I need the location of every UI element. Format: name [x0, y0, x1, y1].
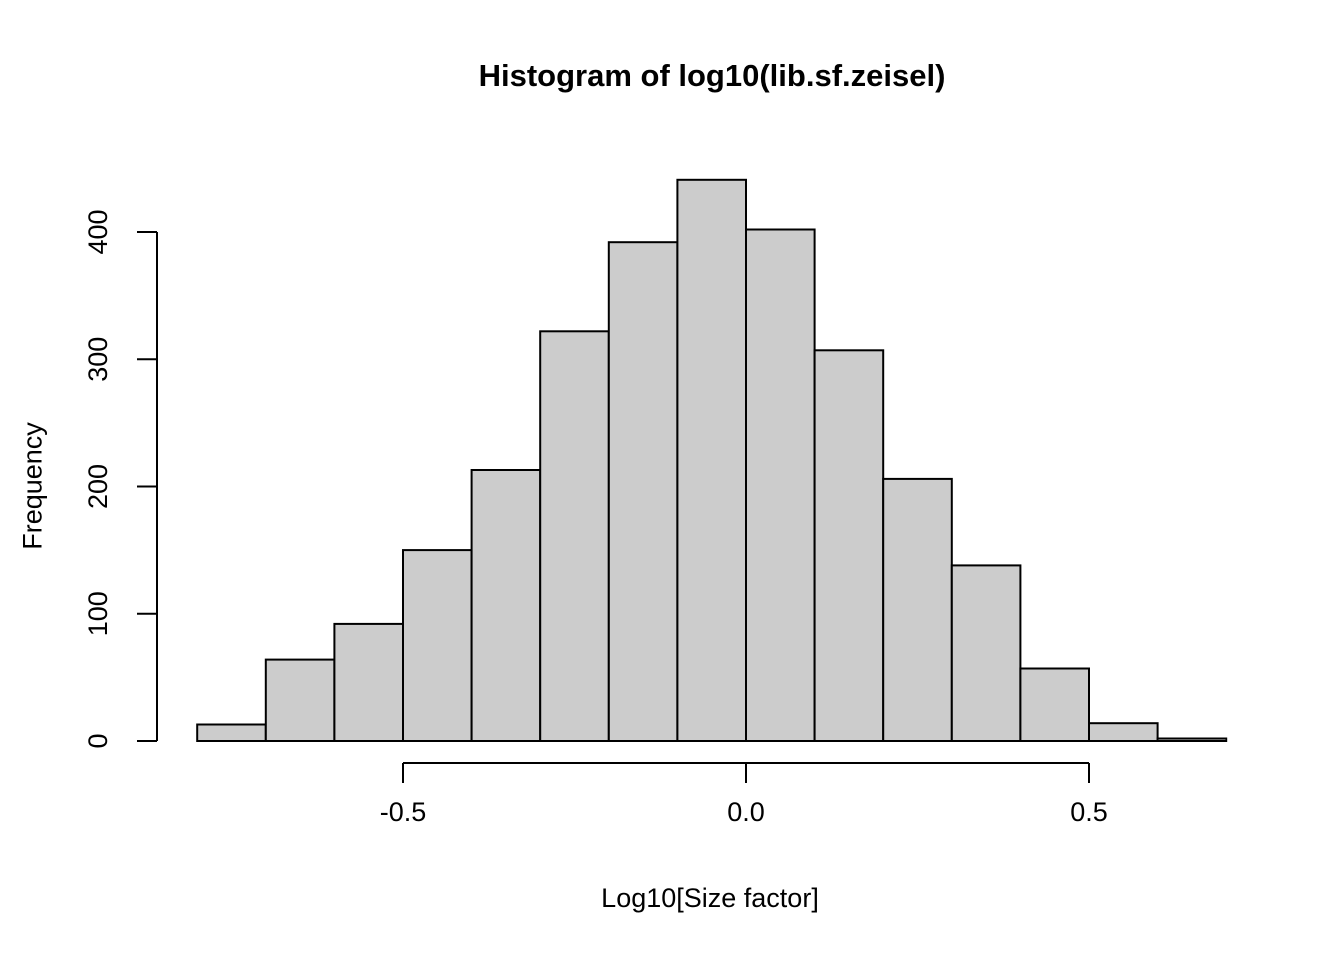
x-axis-label: Log10[Size factor] — [601, 883, 819, 913]
histogram-bar — [1019, 667, 1091, 742]
histogram-bar — [607, 241, 679, 742]
histogram-bar — [470, 469, 542, 742]
x-tick-label: 0.0 — [727, 797, 765, 827]
histogram-bar — [264, 658, 336, 742]
histogram-bar — [950, 564, 1022, 743]
histogram-bar — [745, 228, 816, 742]
y-tick-label: 100 — [83, 591, 113, 636]
y-tick-label: 200 — [83, 464, 113, 509]
y-tick-label: 400 — [83, 209, 113, 254]
chart-title: Histogram of log10(lib.sf.zeisel) — [478, 58, 946, 93]
histogram-bar — [882, 477, 953, 742]
y-axis-label: Frequency — [17, 422, 48, 550]
histogram-bar — [676, 178, 748, 743]
histogram-bar — [1156, 737, 1228, 742]
histogram-bar — [402, 549, 473, 742]
histogram-bar — [196, 723, 267, 742]
x-tick-label: 0.5 — [1070, 797, 1108, 827]
y-tick-label: 300 — [83, 337, 113, 382]
y-tick-label: 0 — [83, 733, 113, 748]
histogram-bar — [333, 622, 404, 743]
histogram-bar — [539, 330, 610, 742]
histogram-bar — [813, 349, 885, 742]
histogram-bar — [1088, 722, 1159, 743]
x-tick-label: -0.5 — [380, 797, 427, 827]
